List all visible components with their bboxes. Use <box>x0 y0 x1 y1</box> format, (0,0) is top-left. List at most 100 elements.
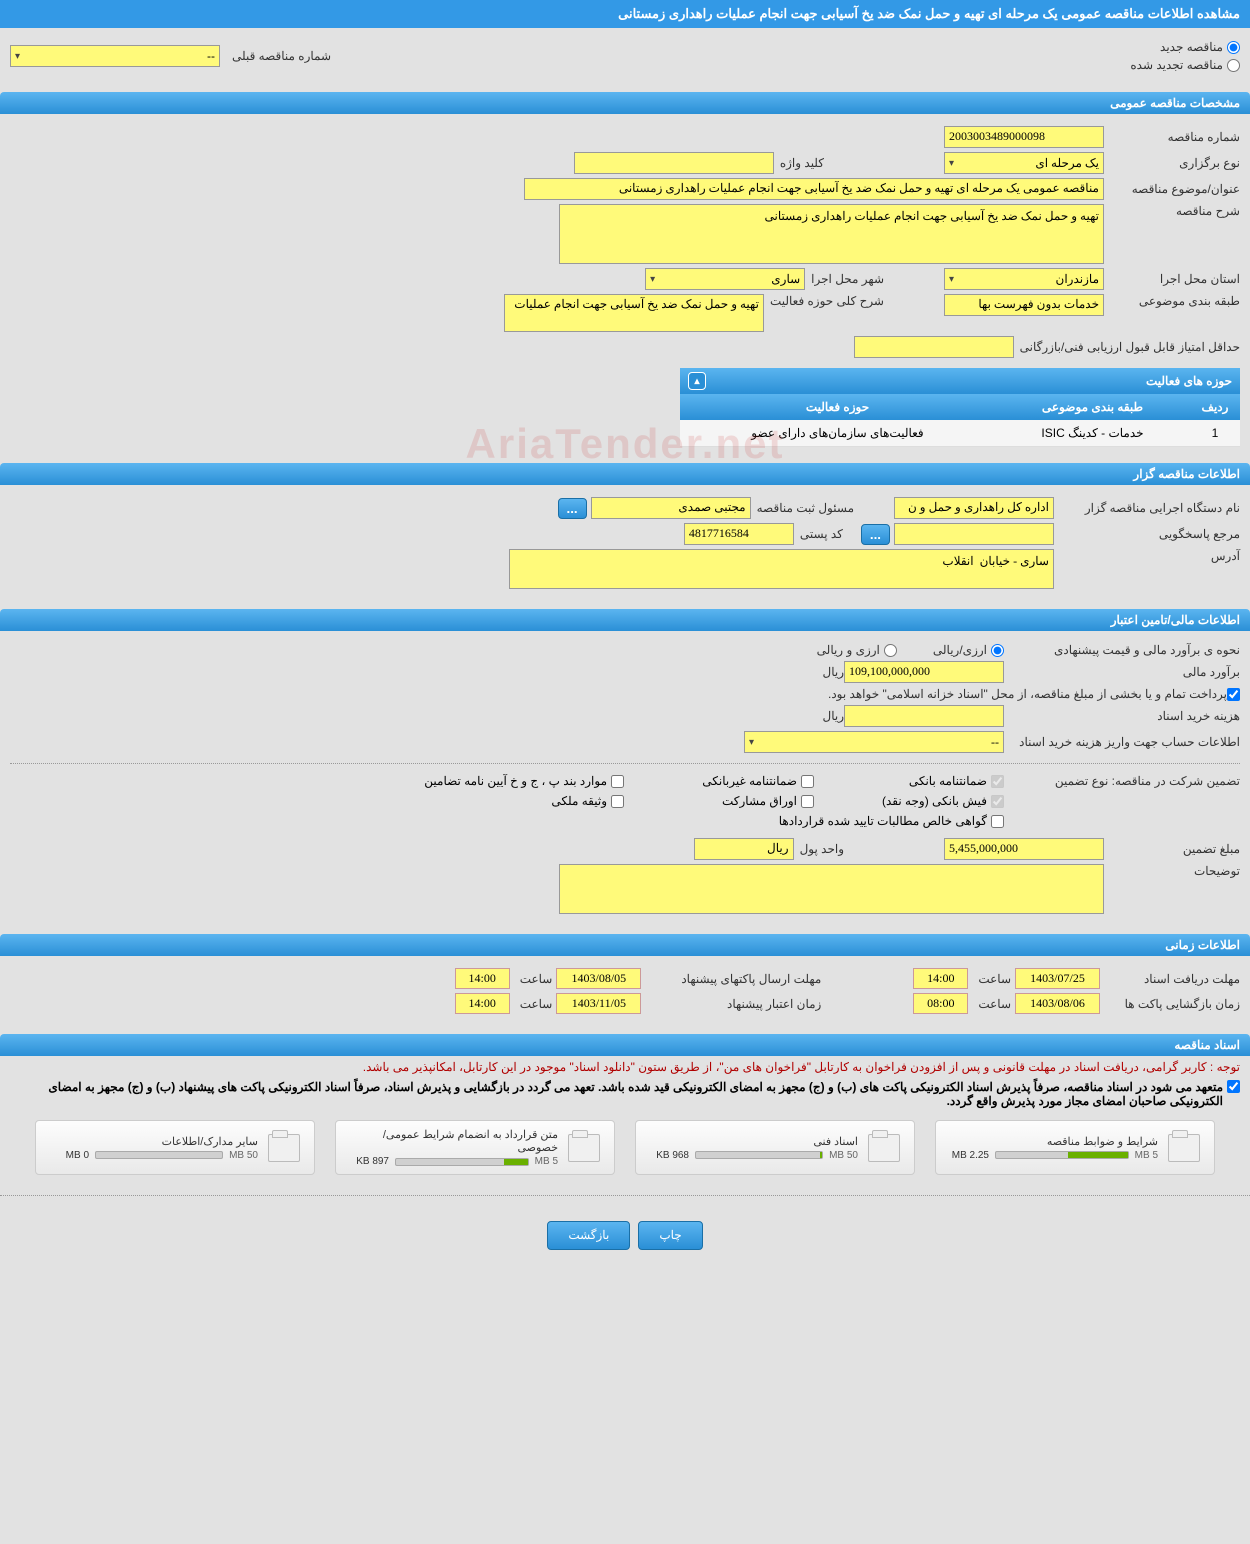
open-date[interactable]: 1403/08/06 <box>1015 993 1100 1014</box>
section-docs: اسناد مناقصه <box>0 1034 1250 1056</box>
doc-cost-label: هزینه خرید اسناد <box>1010 709 1240 723</box>
check-bank-guarantee[interactable]: ضمانتنامه بانکی <box>854 774 1004 788</box>
prev-tender-label: شماره مناقصه قبلی <box>232 49 331 63</box>
holding-type-label: نوع برگزاری <box>1110 156 1240 170</box>
doc-cost-field[interactable] <box>844 705 1004 727</box>
check-regulation-items[interactable]: موارد بند پ ، ج و خ آیین نامه تضامین <box>424 774 624 788</box>
tender-no-field[interactable]: 2003003489000098 <box>944 126 1104 148</box>
responsible-field[interactable]: مجتبی صمدی <box>591 497 751 519</box>
time-label: ساعت <box>978 972 1011 986</box>
section-financial: اطلاعات مالی/تامین اعتبار <box>0 609 1250 631</box>
scope-field[interactable]: تهیه و حمل نمک ضد یخ آسیابی جهت انجام عم… <box>504 294 764 332</box>
check-nonbank-guarantee[interactable]: ضمانتنامه غیربانکی <box>664 774 814 788</box>
doc-max-size: 5 MB <box>535 1156 558 1167</box>
category-field[interactable]: خدمات بدون فهرست بها <box>944 294 1104 316</box>
treasury-checkbox[interactable] <box>1227 688 1240 701</box>
radio-currency-label: ارزی و ریالی <box>817 643 880 657</box>
guarantee-amount-field[interactable]: 5,455,000,000 <box>944 838 1104 860</box>
doc-title: متن قرارداد به انضمام شرایط عمومی/خصوصی <box>344 1128 558 1154</box>
doc-title: اسناد فنی <box>644 1135 858 1148</box>
currency-unit-label: واحد پول <box>800 842 844 856</box>
address-label: آدرس <box>1060 549 1240 563</box>
notes-label: توضیحات <box>1110 864 1240 878</box>
doc-card-contract[interactable]: متن قرارداد به انضمام شرایط عمومی/خصوصی … <box>335 1120 615 1175</box>
submit-deadline-time[interactable]: 14:00 <box>455 968 510 989</box>
doc-max-size: 50 MB <box>229 1150 258 1161</box>
responsible-lookup-button[interactable]: ... <box>558 498 587 519</box>
time-label-3: ساعت <box>978 997 1011 1011</box>
doc-deadline-date[interactable]: 1403/07/25 <box>1015 968 1100 989</box>
city-select[interactable]: ساری▾ <box>645 268 805 290</box>
check-bonds[interactable]: اوراق مشارکت <box>664 794 814 808</box>
col-category: طبقه بندی موضوعی <box>995 394 1190 420</box>
folder-icon <box>266 1130 306 1166</box>
doc-current-size: 2.25 MB <box>944 1150 989 1161</box>
table-row: 1 خدمات - کدینگ ISIC فعالیت‌های سازمان‌ه… <box>680 420 1240 447</box>
folder-icon <box>1166 1130 1206 1166</box>
doc-card-other[interactable]: سایر مدارک/اطلاعات 50 MB 0 MB <box>35 1120 315 1175</box>
time-label-2: ساعت <box>520 972 553 986</box>
doc-current-size: 897 KB <box>344 1156 389 1167</box>
scope-label: شرح کلی حوزه فعالیت <box>770 294 884 308</box>
time-label-4: ساعت <box>520 997 553 1011</box>
desc-textarea[interactable] <box>559 204 1104 264</box>
org-field[interactable]: اداره کل راهداری و حمل و ن <box>894 497 1054 519</box>
validity-date[interactable]: 1403/11/05 <box>556 993 641 1014</box>
print-button[interactable]: چاپ <box>638 1221 702 1250</box>
estimate-method-label: نحوه ی برآورد مالی و قیمت پیشنهادی <box>1010 643 1240 657</box>
doc-card-conditions[interactable]: شرایط و ضوابط مناقصه 5 MB 2.25 MB <box>935 1120 1215 1175</box>
chevron-down-icon: ▾ <box>650 274 655 285</box>
page-title: مشاهده اطلاعات مناقصه عمومی یک مرحله ای … <box>0 0 1250 28</box>
validity-time[interactable]: 14:00 <box>455 993 510 1014</box>
amount-field[interactable]: 109,100,000,000 <box>844 661 1004 683</box>
check-receivables[interactable]: گواهی خالص مطالبات تایید شده قراردادها <box>779 814 1004 828</box>
province-select[interactable]: مازندران▾ <box>944 268 1104 290</box>
notes-textarea[interactable] <box>559 864 1104 914</box>
open-time[interactable]: 08:00 <box>913 993 968 1014</box>
doc-deadline-time[interactable]: 14:00 <box>913 968 968 989</box>
prev-tender-select[interactable]: -- ▾ <box>10 45 220 67</box>
doc-card-technical[interactable]: اسناد فنی 50 MB 968 KB <box>635 1120 915 1175</box>
radio-rial-label: ارزی/ریالی <box>933 643 987 657</box>
separator <box>10 763 1240 764</box>
open-label: زمان بازگشایی پاکت ها <box>1110 997 1240 1011</box>
activities-table: ردیف طبقه بندی موضوعی حوزه فعالیت 1 خدما… <box>680 394 1240 447</box>
radio-renewed-tender[interactable]: مناقصه تجدید شده <box>1124 58 1240 72</box>
holding-type-select[interactable]: یک مرحله ای▾ <box>944 152 1104 174</box>
radio-renewed-label: مناقصه تجدید شده <box>1130 58 1223 72</box>
currency-unit-field[interactable]: ریال <box>694 838 794 860</box>
address-textarea[interactable] <box>509 549 1054 589</box>
radio-currency[interactable]: ارزی و ریالی <box>811 643 897 657</box>
progress-bar <box>395 1158 529 1166</box>
radio-new-tender[interactable]: مناقصه جدید <box>1124 40 1240 54</box>
keyword-label: کلید واژه <box>780 156 824 170</box>
doc-max-size: 5 MB <box>1135 1150 1158 1161</box>
keyword-field[interactable] <box>574 152 774 174</box>
commitment-text: متعهد می شود در اسناد مناقصه، صرفاً پذیر… <box>10 1080 1223 1108</box>
support-lookup-button[interactable]: ... <box>861 524 890 545</box>
folder-icon <box>866 1130 906 1166</box>
submit-deadline-date[interactable]: 1403/08/05 <box>556 968 641 989</box>
doc-deadline-label: مهلت دریافت اسناد <box>1110 972 1240 986</box>
subject-field[interactable]: مناقصه عمومی یک مرحله ای تهیه و حمل نمک … <box>524 178 1104 200</box>
doc-title: سایر مدارک/اطلاعات <box>44 1135 258 1148</box>
account-label: اطلاعات حساب جهت واریز هزینه خرید اسناد <box>1010 735 1240 749</box>
commitment-checkbox[interactable] <box>1227 1080 1240 1093</box>
check-bank-receipt[interactable]: فیش بانکی (وجه نقد) <box>854 794 1004 808</box>
activities-header: حوزه های فعالیت ▴ <box>680 368 1240 394</box>
chevron-down-icon: ▾ <box>15 51 20 62</box>
postal-field[interactable]: 4817716584 <box>684 523 794 545</box>
support-field[interactable] <box>894 523 1054 545</box>
postal-label: کد پستی <box>800 527 843 541</box>
check-property[interactable]: وثیقه ملکی <box>474 794 624 808</box>
progress-bar <box>995 1151 1129 1159</box>
collapse-icon[interactable]: ▴ <box>688 372 706 390</box>
account-select[interactable]: --▾ <box>744 731 1004 753</box>
progress-bar <box>695 1151 823 1159</box>
col-scope: حوزه فعالیت <box>680 394 995 420</box>
radio-rial[interactable]: ارزی/ریالی <box>927 643 1004 657</box>
subject-label: عنوان/موضوع مناقصه <box>1110 182 1240 196</box>
min-score-field[interactable] <box>854 336 1014 358</box>
back-button[interactable]: بازگشت <box>547 1221 630 1250</box>
col-row: ردیف <box>1190 394 1240 420</box>
